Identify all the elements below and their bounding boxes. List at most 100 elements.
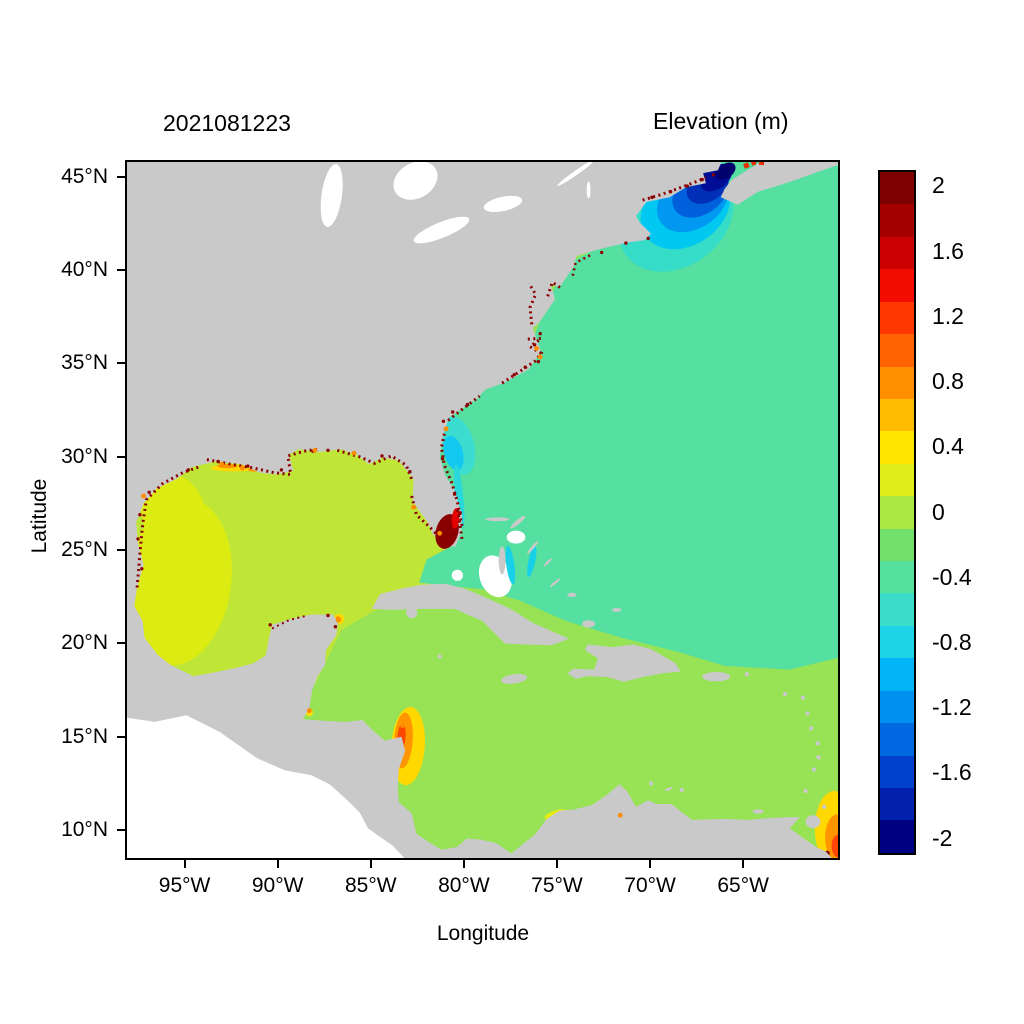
coastal-surge-dots [380,454,384,458]
colorbar-cell [880,431,914,464]
x-tick-label: 85°W [344,874,397,897]
puerto-rico-land [702,672,731,682]
x-tick [742,860,745,868]
x-tick-label: 65°W [717,874,769,897]
colorbar-labels: 2 1.6 1.2 0.8 0.4 0 -0.4 -0.8 -1.2 -1.6 -2 [932,0,1022,1024]
x-tick [276,860,279,868]
louisiana-coast-speckle [206,447,318,477]
y-tick-label: 35°N [61,351,108,375]
coastal-orange-dots [312,447,318,453]
west-gulf-yellow [126,498,232,666]
y-tick [117,362,125,365]
coastal-surge-dots [465,402,470,407]
eleuthera-island [527,540,539,554]
x-tick-label: 75°W [531,874,583,897]
coastal-orange-dots [537,354,543,360]
coastal-surge-dots [186,468,190,472]
colorbar-tick-label: -0.4 [932,563,972,590]
colorbar-tick-label: 0.8 [932,368,964,395]
lake-ontario [483,195,523,212]
colorbar-cell [880,561,914,594]
y-tick [117,175,125,178]
colorbar-cell [880,269,914,302]
coastal-surge-dots [326,613,330,618]
isla-juventud [406,607,418,619]
x-tick [183,860,186,868]
colorbar-cell [880,236,914,270]
lesser-antilles-islands [811,767,817,772]
trinidad-island [805,815,821,829]
florida-shelf-core [443,435,464,471]
x-tick [649,860,652,868]
miami-coast-speckle [455,508,464,540]
colorbar-cell [880,593,914,626]
y-tick-label: 25°N [61,538,108,562]
colorbar-cells [880,172,914,853]
coastal-surge-dots [536,359,541,364]
coastal-orange-dots [617,812,623,818]
coastal-surge-dots [650,195,654,199]
lesser-antilles-islands [782,691,788,697]
lesser-antilles-islands [744,672,750,677]
abaco-island [510,515,526,529]
colorbar-cell [880,788,914,821]
y-tick-label: 20°N [61,631,108,655]
coastal-orange-dots [351,450,357,456]
coastal-surge-dots [333,625,338,629]
coastal-surge-dots [646,236,650,241]
texas-coast-speckle [135,464,202,588]
y-tick-label: 40°N [61,258,108,282]
jamaica-land [501,673,528,684]
coastal-surge-dots [216,459,220,464]
colorbar-tick-label: 1.6 [932,237,964,264]
y-axis-title: Latitude [28,478,51,554]
x-tick [369,860,372,868]
pacific-outside-domain [125,715,407,860]
y-tick [117,549,125,552]
curacao-island [664,787,673,791]
coastal-surge-dots [685,184,689,188]
andros-island [498,546,506,575]
coastal-surge-dots [147,490,151,494]
lake-michigan [320,164,343,227]
cay-sal-bank [451,569,463,581]
colorbar-cell [880,496,914,529]
colorbar-cell [880,172,914,205]
colorbar-tick-label: 1.2 [932,302,964,329]
grand-bahama-island [485,517,510,522]
coastal-surge-dots [408,470,412,474]
maine-coast-speckle [642,176,707,202]
georgia-speckle [447,394,481,422]
coastal-orange-dots [335,617,341,623]
little-bahama-bank [506,530,526,544]
y-tick [117,455,125,458]
coastal-surge-dots [452,492,457,496]
orinoco-redorange [831,834,840,858]
coastal-orange-dots [239,465,245,471]
hispaniola-land [567,644,681,682]
y-tick [117,735,125,738]
colorbar [878,170,916,855]
coastal-orange-dots [534,346,539,351]
florida-east-coast-strip [453,464,465,528]
y-tick-label: 10°N [61,818,108,842]
colorbar-tick-label: -1.2 [932,694,972,721]
x-tick-label: 90°W [251,874,304,897]
coastal-surge-dots [451,410,455,414]
coastal-surge-dots [138,513,142,517]
coastal-surge-dots [668,190,673,194]
lesser-antilles-islands [815,741,820,746]
great-inagua-island [582,620,596,628]
y-tick-label: 30°N [61,444,108,468]
atlantic-water [419,160,840,670]
coastal-surge-dots [624,241,628,245]
coastal-orange-dots [141,493,146,499]
coastal-orange-dots [306,708,312,714]
coastal-surge-dots [268,623,272,627]
coastal-surge-dots [700,177,704,182]
y-tick-label: 45°N [61,164,108,188]
coastal-surge-dots [246,464,250,468]
colorbar-cell [880,398,914,432]
coastal-surge-dots [512,373,516,377]
nw-gulf-yellow [141,474,206,552]
